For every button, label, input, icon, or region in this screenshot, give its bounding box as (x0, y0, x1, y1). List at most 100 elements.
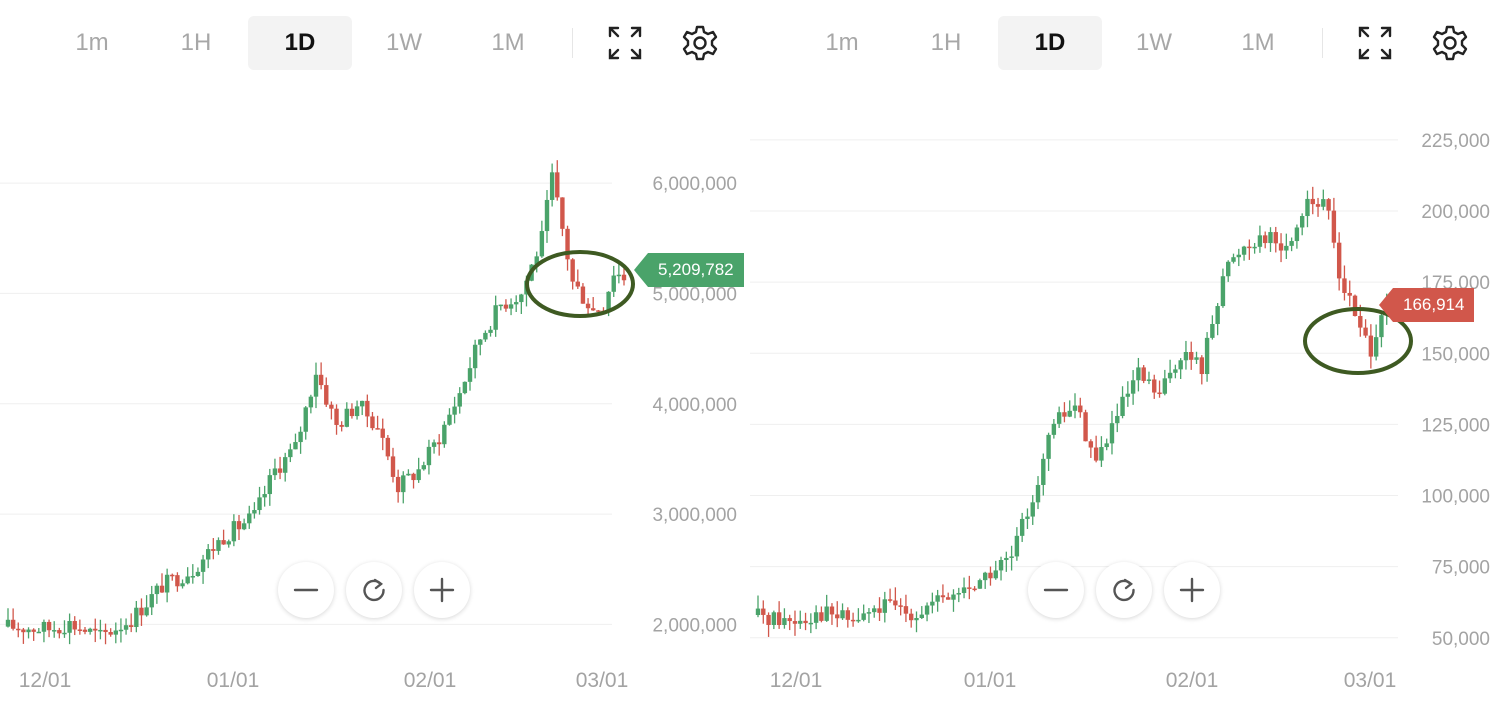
refresh-icon (1113, 578, 1135, 602)
candle-body (1130, 380, 1136, 394)
zoom-out-button[interactable] (1028, 562, 1084, 618)
y-tick-label: 4,000,000 (652, 395, 737, 416)
y-tick-label: 125,000 (1421, 415, 1490, 436)
candle-body (824, 606, 829, 621)
tab-1mo[interactable]: 1M (491, 29, 525, 56)
zoom-in-button[interactable] (1164, 562, 1220, 618)
candle-body (159, 585, 165, 593)
candle-body (67, 621, 72, 633)
y-tick-label: 75,000 (1432, 558, 1490, 579)
candle-body (365, 400, 370, 417)
candle-body (1046, 434, 1051, 459)
candle-body (1241, 246, 1247, 255)
candle-body (313, 374, 319, 397)
candle-body (1220, 276, 1226, 307)
candle-body (1078, 405, 1083, 413)
candle-body (180, 583, 185, 587)
tab-1mo[interactable]: 1M (1241, 29, 1275, 56)
candle-body (877, 608, 882, 613)
candle-body (190, 576, 195, 578)
reset-button[interactable] (346, 562, 402, 618)
tab-1h[interactable]: 1H (930, 29, 962, 56)
candle-body (539, 231, 545, 257)
candle-body (782, 618, 787, 626)
fullscreen-icon[interactable] (1356, 24, 1394, 62)
tab-1w[interactable]: 1W (1136, 29, 1172, 56)
candle-body (611, 275, 616, 292)
y-tick-label: 225,000 (1421, 131, 1490, 152)
candle-body (761, 608, 766, 615)
candle-body (1342, 278, 1347, 293)
current-price-tag: 5,209,782 (634, 253, 744, 288)
candle-body (544, 199, 550, 232)
candle-body (1194, 357, 1199, 360)
gear-icon[interactable] (681, 24, 719, 62)
candle-body (52, 630, 57, 632)
candle-body (1173, 369, 1178, 373)
candle-body (919, 614, 924, 619)
gear-icon[interactable] (1431, 24, 1469, 62)
candle-body (766, 614, 771, 625)
candle-body (139, 607, 144, 616)
candle-body (324, 385, 329, 405)
candle-body (308, 396, 314, 408)
candle-body (887, 599, 893, 601)
candle-body (442, 424, 447, 445)
tab-1d[interactable]: 1D (998, 16, 1102, 70)
tab-1w[interactable]: 1W (386, 29, 422, 56)
candle-body (329, 404, 334, 409)
zoom-out-button[interactable] (278, 562, 334, 618)
candle-body (118, 629, 124, 632)
candle-body (1099, 447, 1104, 461)
candle-body (431, 442, 437, 447)
candle-body (1284, 245, 1289, 251)
candle-body (503, 304, 509, 309)
candle-body (493, 305, 498, 330)
toolbar-divider (572, 28, 573, 58)
candle-body (1189, 352, 1194, 360)
candle-body (988, 572, 993, 579)
candle-body (200, 559, 206, 572)
candle-body (293, 442, 298, 450)
tab-1d[interactable]: 1D (248, 16, 352, 70)
tab-1h[interactable]: 1H (180, 29, 212, 56)
candle-body (1215, 306, 1220, 325)
candle-body (257, 497, 262, 511)
fullscreen-icon[interactable] (606, 24, 644, 62)
candle-body (462, 381, 468, 394)
reset-button[interactable] (1096, 562, 1152, 618)
candle-body (344, 408, 349, 427)
tab-1m[interactable]: 1m (825, 29, 859, 56)
candle-body (82, 629, 88, 632)
candlestick-chart-left: 2,000,000 3,000,000 4,000,000 5,000,000 6,00… (0, 160, 737, 692)
candle-body (798, 620, 803, 624)
candle-body (195, 571, 201, 577)
candle-body (401, 475, 406, 493)
candle-body (909, 613, 914, 621)
candle-body (375, 428, 380, 430)
candle-body (1310, 198, 1315, 205)
candle-body (113, 630, 118, 635)
candle-body (1035, 484, 1041, 503)
zoom-in-button[interactable] (414, 562, 470, 618)
candle-body (1014, 535, 1020, 557)
candle-body (1210, 324, 1215, 338)
candle-body (123, 625, 129, 630)
candle-body (216, 540, 221, 551)
candle-body (803, 620, 808, 624)
candle-body (519, 294, 524, 303)
candle-body (813, 612, 819, 623)
candle-body (1289, 241, 1294, 246)
candle-body (792, 621, 798, 624)
candle-body (755, 608, 761, 616)
candle-body (62, 632, 67, 635)
candle-body (1299, 216, 1305, 228)
candle-body (866, 612, 872, 614)
candle-body (591, 308, 596, 311)
candle-body (829, 606, 835, 615)
candle-body (940, 595, 946, 598)
candle-body (882, 599, 887, 613)
tab-1m[interactable]: 1m (75, 29, 109, 56)
candle-body (221, 540, 226, 545)
candle-body (616, 274, 622, 277)
